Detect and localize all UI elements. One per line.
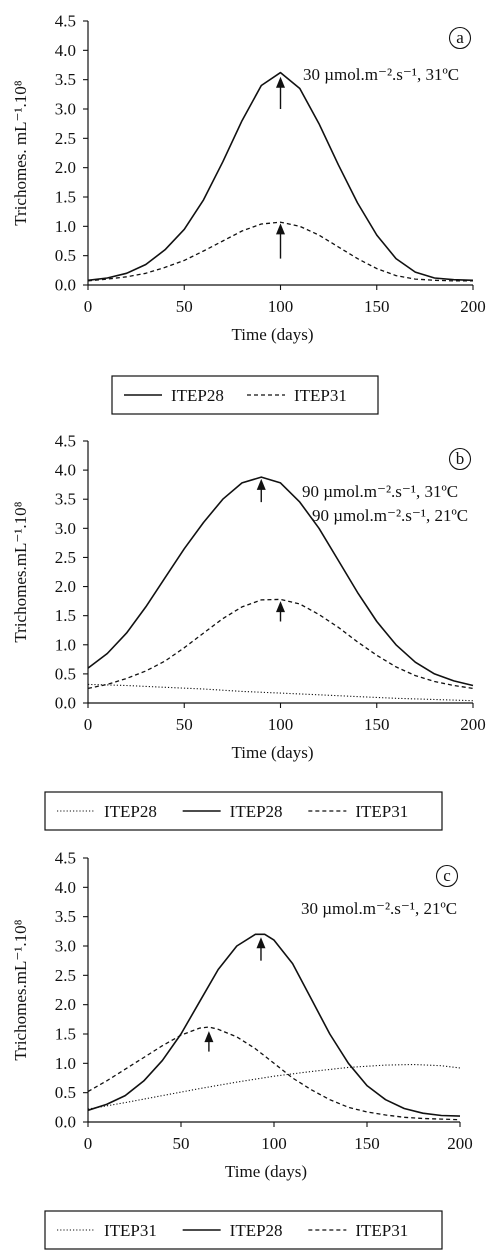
legend: ITEP28 ITEP31 — [111, 375, 379, 415]
x-tick-label: 100 — [268, 297, 294, 316]
y-tick-label: 0.0 — [55, 694, 76, 713]
y-axis-title: Trichomes. mL⁻¹.10⁸ — [11, 80, 30, 226]
y-tick-label: 3.5 — [55, 70, 76, 89]
condition-annotation: 30 µmol.m⁻².s⁻¹, 21ºC — [301, 899, 457, 918]
series-line-itep28-dotted — [87, 683, 474, 702]
series-line-itep31-dashed — [87, 598, 474, 690]
y-tick-label: 3.0 — [55, 100, 76, 119]
y-tick-label: 2.0 — [55, 995, 76, 1014]
series-line-itep31-dashed — [87, 1026, 461, 1121]
peak-arrow — [256, 937, 266, 961]
x-axis-title: Time (days) — [225, 1162, 307, 1181]
condition-annotation: 90 µmol.m⁻².s⁻¹, 31ºC — [302, 482, 458, 501]
x-tick-label: 200 — [460, 715, 486, 734]
series-line-itep28-solid — [87, 476, 474, 687]
x-tick-label: 150 — [364, 715, 390, 734]
legend-label: ITEP28 — [171, 386, 224, 405]
legend-label: ITEP31 — [355, 802, 408, 821]
legend: ITEP31 ITEP28 ITEP31 — [44, 1210, 443, 1250]
peak-arrow — [256, 478, 266, 503]
y-tick-label: 4.5 — [55, 12, 76, 31]
x-tick-label: 150 — [364, 297, 390, 316]
y-tick-label: 2.0 — [55, 577, 76, 596]
x-tick-label: 200 — [460, 297, 486, 316]
y-tick-label: 1.0 — [55, 217, 76, 236]
panel-letter: b — [448, 447, 472, 471]
panel-c: 0.0 0.5 1.0 1.5 2.0 2.5 3.0 3.5 4.0 4.5 0 50 100 150 2… — [11, 849, 473, 1250]
x-tick-label: 0 — [84, 1134, 93, 1153]
y-tick-label: 1.0 — [55, 635, 76, 654]
y-tick-label: 0.0 — [55, 276, 76, 295]
y-tick-label: 3.0 — [55, 519, 76, 538]
y-tick-label: 1.0 — [55, 1054, 76, 1073]
legend: ITEP28 ITEP28 ITEP31 — [44, 791, 443, 831]
panel-letter: a — [448, 26, 472, 50]
y-tick-label: 4.0 — [55, 878, 76, 897]
x-axis-title: Time (days) — [231, 743, 313, 762]
x-tick-label: 0 — [84, 297, 93, 316]
y-tick-label: 4.5 — [55, 849, 76, 868]
y-tick-label: 2.5 — [55, 129, 76, 148]
peak-arrow — [276, 76, 285, 109]
x-tick-label: 150 — [354, 1134, 380, 1153]
y-tick-label: 3.5 — [55, 907, 76, 926]
x-axis-title: Time (days) — [231, 325, 313, 344]
y-tick-label: 1.5 — [55, 606, 76, 625]
y-tick-label: 0.0 — [55, 1113, 76, 1132]
panel-letter-text: b — [456, 449, 465, 468]
x-tick-label: 50 — [176, 715, 193, 734]
y-tick-label: 2.5 — [55, 966, 76, 985]
y-tick-label: 2.0 — [55, 158, 76, 177]
x-tick-label: 100 — [268, 715, 294, 734]
series-line-itep28-solid — [87, 933, 461, 1117]
panel-letter-text: a — [456, 28, 464, 47]
series-line-itep28-solid — [87, 71, 474, 282]
x-tick-label: 50 — [176, 297, 193, 316]
series-line-itep31-dashed — [87, 221, 473, 282]
panel-letter: c — [435, 864, 459, 888]
y-tick-label: 4.0 — [55, 461, 76, 480]
legend-label: ITEP28 — [104, 802, 157, 821]
x-tick-label: 200 — [447, 1134, 473, 1153]
legend-label: ITEP28 — [230, 1221, 283, 1240]
condition-annotation: 30 µmol.m⁻².s⁻¹, 31ºC — [303, 65, 459, 84]
condition-annotation: 90 µmol.m⁻².s⁻¹, 21ºC — [312, 506, 468, 525]
panel-b: 0.0 0.5 1.0 1.5 2.0 2.5 3.0 3.5 4.0 4.5 0 50 100 150 2… — [11, 432, 486, 831]
y-tick-label: 1.5 — [55, 1025, 76, 1044]
x-tick-label: 100 — [261, 1134, 287, 1153]
y-tick-label: 0.5 — [55, 664, 76, 683]
y-tick-label: 3.5 — [55, 490, 76, 509]
legend-label: ITEP31 — [294, 386, 347, 405]
panel-a: 0.0 0.5 1.0 1.5 2.0 2.5 3.0 3.5 4.0 4.5 0 50 100 150 2… — [11, 12, 486, 415]
y-tick-label: 4.0 — [55, 41, 76, 60]
y-tick-label: 1.5 — [55, 188, 76, 207]
legend-label: ITEP31 — [104, 1221, 157, 1240]
y-tick-label: 0.5 — [55, 1083, 76, 1102]
x-tick-label: 0 — [84, 715, 93, 734]
series-line-itep31-dotted — [87, 1063, 461, 1110]
y-tick-label: 2.5 — [55, 548, 76, 567]
panel-letter-text: c — [443, 866, 451, 885]
y-tick-label: 4.5 — [55, 432, 76, 451]
peak-arrow — [204, 1031, 214, 1052]
peak-arrow — [276, 223, 285, 259]
x-tick-label: 50 — [173, 1134, 190, 1153]
peak-arrow — [276, 601, 285, 622]
y-tick-label: 0.5 — [55, 246, 76, 265]
legend-label: ITEP28 — [230, 802, 283, 821]
y-axis-title: Trichomes.mL⁻¹.10⁸ — [11, 501, 30, 642]
y-tick-label: 3.0 — [55, 937, 76, 956]
y-axis-title: Trichomes.mL⁻¹.10⁸ — [11, 919, 30, 1060]
legend-label: ITEP31 — [355, 1221, 408, 1240]
